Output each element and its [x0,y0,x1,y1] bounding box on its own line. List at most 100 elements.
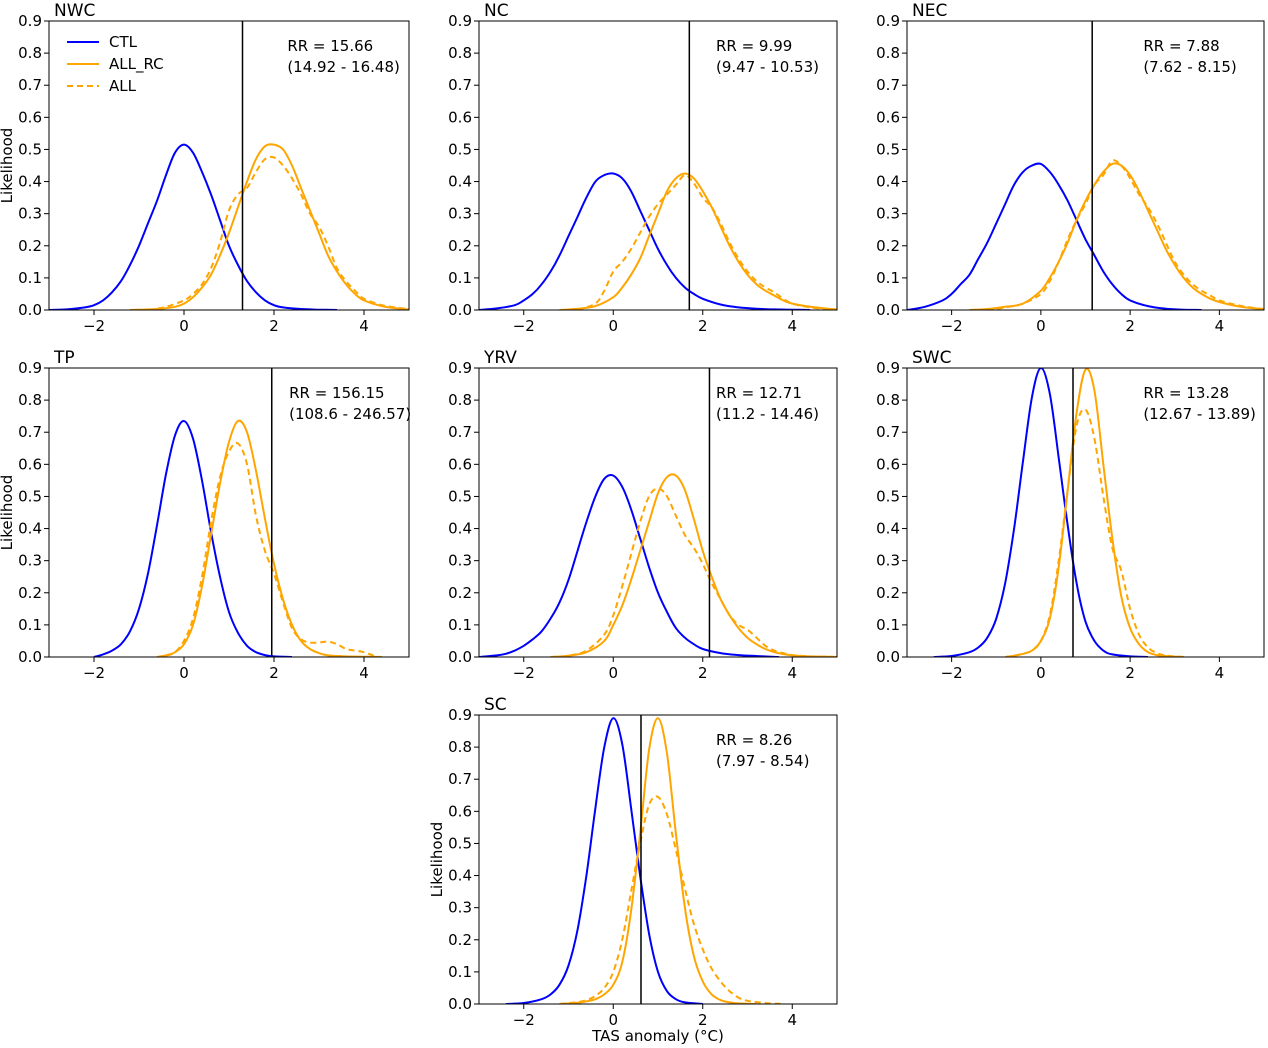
panel-tp: −2 0 2 4 0.0 0.1 0.2 0.3 0.4 0.5 0.6 0.7 0.8 0.9 TP RR … [0,348,411,682]
panel-nec: −2 0 2 4 0.0 0.1 0.2 0.3 0.4 0.5 0.6 0.7 0.8 0.9 NEC RR… [876,1,1265,335]
panel-title: SC [484,695,507,715]
x-tick-label: 2 [698,317,708,335]
plot-frame [478,20,838,311]
series-line-all [147,155,409,310]
y-tick-label: 0.6 [18,455,42,473]
x-tick-label: 0 [608,664,618,682]
legend-label: ALL [109,77,137,95]
plot-frame [906,20,1265,311]
y-tick-label: 0.2 [18,584,42,602]
y-tick-label: 0.7 [876,423,900,441]
y-tick-label: 0.7 [448,423,472,441]
series-line-ctl [933,368,1149,657]
y-tick-label: 0.4 [448,173,472,191]
x-tick-label: 2 [269,664,279,682]
plot-frame [48,367,410,658]
series-line-ctl [49,143,338,310]
rr-confidence-interval: (108.6 - 246.57) [289,405,411,423]
y-axis-label: Likelihood [0,475,16,551]
y-tick-label: 0.3 [876,552,900,570]
x-tick-label: −2 [83,317,105,335]
y-tick-label: 0.5 [876,140,900,158]
y-tick-label: 0.9 [448,706,472,724]
y-tick-label: 0.7 [18,76,42,94]
y-tick-label: 0.2 [448,237,472,255]
y-tick-label: 0.5 [876,487,900,505]
series-line-all [577,174,837,310]
y-tick-label: 0.7 [876,76,900,94]
y-tick-label: 0.1 [876,616,900,634]
rr-confidence-interval: (7.62 - 8.15) [1143,58,1236,76]
panel-title: NWC [54,1,95,21]
y-tick-label: 0.5 [448,834,472,852]
y-axis-label: Likelihood [428,822,446,898]
series-line-ctl [93,420,293,657]
series-group [933,368,1184,657]
y-tick-label: 0.4 [876,520,900,538]
x-tick-label: 0 [179,664,189,682]
plot-frame [906,367,1265,658]
y-tick-label: 0.0 [876,648,900,666]
x-tick-label: 0 [1036,317,1046,335]
series-line-all [987,159,1264,310]
x-tick-label: 2 [1125,317,1135,335]
y-tick-label: 0.4 [876,173,900,191]
plot-frame [478,714,838,1005]
series-line-ctl [505,717,703,1004]
rr-confidence-interval: (7.97 - 8.54) [716,752,809,770]
y-tick-label: 0.2 [876,237,900,255]
series-line-all [550,487,837,657]
y-tick-label: 0.6 [448,108,472,126]
panel-title: YRV [483,348,517,368]
x-tick-label: −2 [513,1011,535,1029]
panel-title: NEC [912,1,947,21]
panel-title: SWC [912,348,951,368]
rr-confidence-interval: (9.47 - 10.53) [716,58,819,76]
x-tick-label: 4 [787,1011,797,1029]
x-tick-label: 0 [608,1011,618,1029]
y-tick-label: 0.4 [18,520,42,538]
series-group [907,159,1264,310]
x-tick-label: −2 [513,317,535,335]
series-group [93,419,383,657]
x-tick-label: 4 [359,664,369,682]
y-tick-label: 0.1 [18,269,42,287]
legend: CTL ALL_RC ALL [67,33,164,95]
y-tick-label: 0.0 [448,648,472,666]
x-tick-label: −2 [83,664,105,682]
series-group [505,717,784,1004]
series-line-all-rc [559,717,757,1004]
y-tick-label: 0.5 [18,487,42,505]
x-tick-label: 2 [269,317,279,335]
x-tick-label: 2 [698,1011,708,1029]
y-tick-label: 0.2 [18,237,42,255]
y-tick-label: 0.1 [876,269,900,287]
y-tick-label: 0.8 [448,391,472,409]
y-tick-label: 0.3 [876,205,900,223]
series-group [49,143,409,310]
y-tick-label: 0.0 [18,301,42,319]
y-tick-label: 0.9 [876,12,900,30]
y-tick-label: 0.3 [18,552,42,570]
x-tick-label: 2 [698,664,708,682]
panel-yrv: −2 0 2 4 0.0 0.1 0.2 0.3 0.4 0.5 0.6 0.7 0.8 0.9 YRV RR… [448,348,838,682]
plot-frame [478,367,838,658]
y-tick-label: 0.8 [448,44,472,62]
y-tick-label: 0.9 [448,12,472,30]
y-tick-label: 0.3 [448,552,472,570]
y-tick-label: 0.4 [448,520,472,538]
y-tick-label: 0.6 [448,455,472,473]
y-tick-label: 0.4 [448,867,472,885]
panel-nc: −2 0 2 4 0.0 0.1 0.2 0.3 0.4 0.5 0.6 0.7 0.8 0.9 NC RR … [448,1,838,335]
y-tick-label: 0.5 [18,140,42,158]
series-line-ctl [907,162,1202,310]
y-tick-label: 0.0 [448,301,472,319]
series-group [479,473,837,657]
x-axis-label: TAS anomaly (°C) [591,1027,724,1045]
y-tick-label: 0.7 [18,423,42,441]
x-tick-label: 0 [608,317,618,335]
y-tick-label: 0.1 [448,269,472,287]
rr-confidence-interval: (12.67 - 13.89) [1143,405,1256,423]
y-tick-label: 0.4 [18,173,42,191]
